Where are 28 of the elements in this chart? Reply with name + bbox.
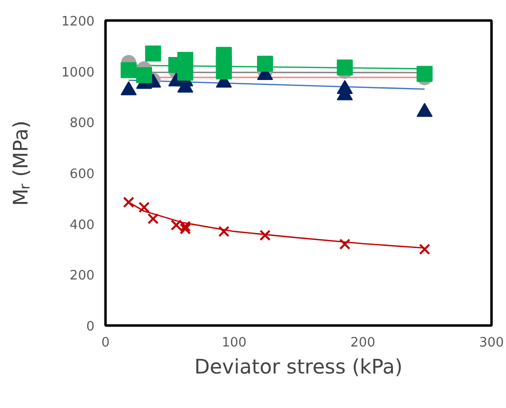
- y-tick-label: 1000: [61, 65, 95, 80]
- point: [177, 64, 194, 81]
- x-tick-label: 200: [350, 336, 376, 350]
- point: [416, 66, 433, 82]
- point: [257, 56, 274, 72]
- point: [136, 67, 152, 84]
- point: [418, 244, 430, 255]
- point: [259, 230, 271, 241]
- point: [138, 202, 150, 213]
- x-tick-label: 0: [101, 336, 110, 350]
- y-tick-label: 1200: [61, 14, 95, 30]
- point: [218, 226, 230, 238]
- y-tick-label: 200: [70, 268, 95, 284]
- x-tick-label: 100: [222, 336, 247, 350]
- point: [145, 46, 162, 62]
- point: [216, 63, 232, 80]
- point: [123, 196, 134, 208]
- point: [148, 213, 159, 224]
- x-axis-title: Deviator stress (kPa): [194, 354, 403, 378]
- point: [339, 238, 350, 250]
- point: [336, 60, 353, 76]
- y-tick-label: 400: [70, 218, 95, 233]
- y-tick-label: 0: [86, 320, 95, 334]
- x-tick-label: 300: [479, 336, 504, 350]
- y-tick-label: 800: [70, 116, 95, 132]
- point: [120, 62, 137, 78]
- y-tick-label: 600: [70, 167, 95, 182]
- y-axis-title: Mr (MPa): [8, 120, 34, 206]
